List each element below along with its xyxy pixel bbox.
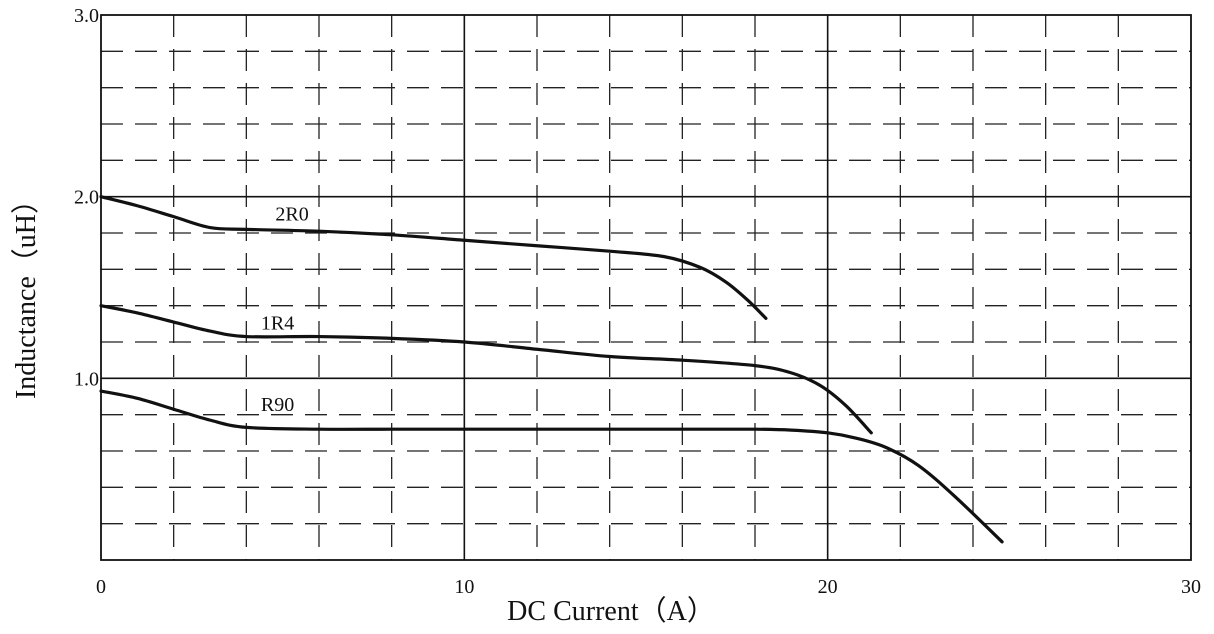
x-tick-label: 0 — [96, 576, 106, 598]
y-tick-label: 1.0 — [74, 368, 99, 390]
annotation-labels: 2R0 1R4 R90 — [261, 203, 309, 416]
series-line-1r4 — [99, 304, 873, 435]
y-axis-title: Inductance（uH） — [10, 186, 42, 399]
major-grid — [101, 15, 1191, 560]
x-axis-title: DC Current（A） — [507, 595, 715, 627]
series-line-2r0 — [99, 195, 768, 320]
x-tick-label: 20 — [818, 576, 838, 598]
x-tick-labels: 0 10 20 30 — [96, 576, 1201, 598]
series-label-2r0: 2R0 — [275, 203, 308, 225]
series-lines — [99, 195, 1004, 544]
y-tick-labels: 1.0 2.0 3.0 — [74, 5, 99, 390]
series-label-1r4: 1R4 — [261, 312, 294, 334]
series-line-r90 — [99, 389, 1004, 544]
plot-frame — [100, 14, 1192, 561]
minor-grid — [101, 15, 1191, 560]
x-tick-label: 10 — [454, 576, 474, 598]
x-tick-label: 30 — [1181, 576, 1201, 598]
y-tick-label: 3.0 — [74, 5, 99, 27]
y-tick-label: 2.0 — [74, 187, 99, 209]
series-label-r90: R90 — [261, 394, 294, 416]
